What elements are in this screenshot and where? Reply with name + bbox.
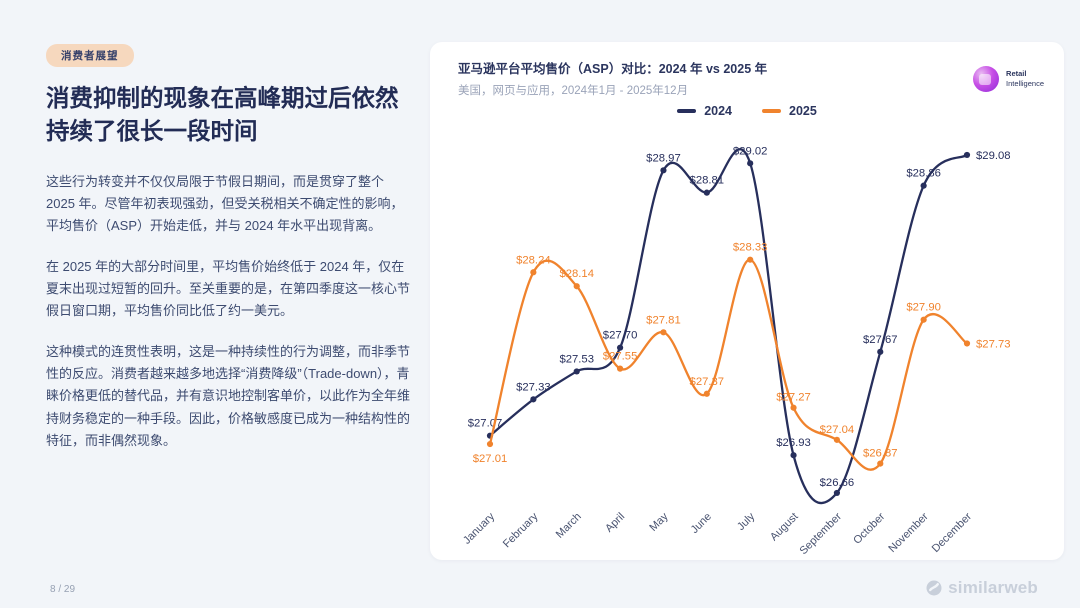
data-point-2025 [877, 460, 884, 467]
data-point-2025 [920, 316, 927, 323]
data-label-2024: $26.66 [820, 477, 855, 489]
data-point-2025 [530, 269, 537, 276]
x-axis-label: April [603, 511, 627, 535]
data-point-2024 [877, 348, 884, 355]
data-point-2025 [703, 390, 710, 397]
x-axis-label: November [886, 510, 931, 555]
paragraph-1: 这些行为转变并不仅仅局限于节假日期间，而是贯穿了整个 2025 年。尽管年初表现… [46, 173, 404, 233]
data-point-2024 [747, 160, 754, 167]
data-label-2025: $26.87 [863, 448, 898, 460]
chart-title-highlight: 2024 年 vs 2025 年 [658, 62, 768, 76]
data-point-2024 [920, 182, 927, 189]
similarweb-logo: similarweb [926, 578, 1038, 598]
data-label-2024: $27.07 [468, 418, 503, 430]
retail-intelligence-badge: Retail Intelligence [973, 60, 1044, 98]
data-point-2024 [660, 167, 667, 174]
data-label-2025: $27.01 [473, 453, 508, 465]
paragraph-3: 这种模式的连贯性表明，这是一种持续性的行为调整，而非季节性的反应。消费者越来越多… [46, 344, 411, 448]
data-label-2024: $29.08 [976, 150, 1011, 162]
page-title: 消费抑制的现象在高峰期过后依然持续了很长一段时间 [46, 85, 399, 145]
legend-label-2024: 2024 [704, 104, 732, 118]
data-label-2025: $27.04 [820, 424, 855, 436]
data-point-2024 [530, 396, 537, 403]
data-point-2024 [963, 151, 971, 159]
brand-line1: Retail [1006, 69, 1027, 79]
paragraph-2: 在 2025 年的大部分时间里，平均售价始终低于 2024 年，仅在夏末出现过短… [46, 259, 411, 319]
chart-legend: 2024 2025 [430, 104, 1064, 118]
legend-item-2025: 2025 [762, 104, 817, 118]
data-label-2024: $27.33 [516, 381, 551, 393]
similarweb-icon [926, 580, 942, 596]
section-tag: 消费者展望 [46, 44, 134, 67]
data-label-2024: $28.86 [906, 168, 941, 180]
data-label-2024: $27.70 [603, 330, 638, 342]
legend-swatch-2024 [677, 109, 697, 113]
data-label-2025: $27.90 [906, 302, 941, 314]
data-point-2025 [747, 256, 754, 263]
series-line-2025 [488, 258, 969, 471]
x-axis-label: May [647, 510, 671, 534]
chart-subtitle: 美国，网页与应用，2024年1月 - 2025年12月 [458, 84, 689, 97]
data-point-2025 [573, 283, 580, 290]
left-panel: 消费者展望 消费抑制的现象在高峰期过后依然持续了很长一段时间 这些行为转变并不仅… [46, 44, 411, 452]
chart-titles: 亚马逊平台平均售价（ASP）对比：2024 年 vs 2025 年 美国，网页与… [458, 60, 767, 98]
data-label-2025: $27.55 [603, 351, 638, 363]
data-label-2025: $27.73 [976, 338, 1011, 350]
data-label-2025: $27.37 [690, 376, 725, 388]
x-axis-label: July [735, 510, 758, 533]
data-label-2025: $28.24 [516, 254, 551, 266]
data-point-2025 [486, 440, 494, 448]
chart-title-prefix: 亚马逊平台平均售价（ASP）对比： [458, 62, 659, 76]
page-number: 8 / 29 [50, 584, 76, 595]
x-axis-label: September [797, 510, 844, 557]
asp-line-chart: January February March April May June July Augu… [461, 145, 1011, 557]
data-point-2024 [616, 344, 624, 351]
legend-swatch-2025 [762, 109, 781, 113]
data-label-2025: $28.33 [733, 242, 768, 254]
chart-title: 亚马逊平台平均售价（ASP）对比：2024 年 vs 2025 年 [458, 60, 767, 79]
retail-intelligence-label: Retail Intelligence [1006, 69, 1044, 89]
data-point-2025 [833, 436, 841, 443]
data-label-2024: $28.81 [690, 175, 725, 187]
x-axis-label: October [851, 510, 887, 546]
x-axis-label: January [461, 510, 498, 547]
data-point-2024 [703, 189, 710, 196]
chart-card-header: 亚马逊平台平均售价（ASP）对比：2024 年 vs 2025 年 美国，网页与… [458, 60, 1044, 98]
data-label-2025: $27.81 [646, 314, 681, 326]
x-axis-label: March [554, 511, 584, 541]
data-label-2024: $29.02 [733, 145, 768, 157]
chart-card: 亚马逊平台平均售价（ASP）对比：2024 年 vs 2025 年 美国，网页与… [430, 42, 1064, 560]
data-label-2024: $26.93 [776, 437, 811, 449]
data-label-2024: $28.97 [646, 152, 681, 164]
legend-label-2025: 2025 [789, 104, 817, 118]
data-point-2025 [790, 404, 797, 411]
similarweb-wordmark: similarweb [948, 578, 1038, 597]
x-axis-label: December [930, 510, 975, 555]
data-point-2025 [963, 340, 971, 347]
data-label-2025: $27.27 [776, 392, 811, 404]
x-axis-label: February [501, 510, 541, 550]
data-label-2024: $27.53 [559, 353, 594, 365]
x-axis-label: June [689, 511, 714, 536]
chart-area: January February March April May June July Augu… [430, 127, 1064, 560]
data-point-2025 [660, 329, 667, 336]
legend-item-2024: 2024 [677, 104, 732, 118]
data-point-2024 [573, 368, 580, 375]
data-point-2024 [833, 489, 841, 497]
brand-line2: Intelligence [1006, 78, 1044, 88]
data-point-2025 [616, 365, 624, 372]
body-copy: 这些行为转变并不仅仅局限于节假日期间，而是贯穿了整个 2025 年。尽管年初表现… [46, 171, 411, 452]
retail-intelligence-icon [973, 65, 1000, 92]
data-label-2025: $28.14 [559, 268, 594, 280]
data-point-2024 [790, 452, 797, 459]
x-axis-label: August [768, 511, 801, 544]
data-label-2024: $27.67 [863, 334, 898, 346]
